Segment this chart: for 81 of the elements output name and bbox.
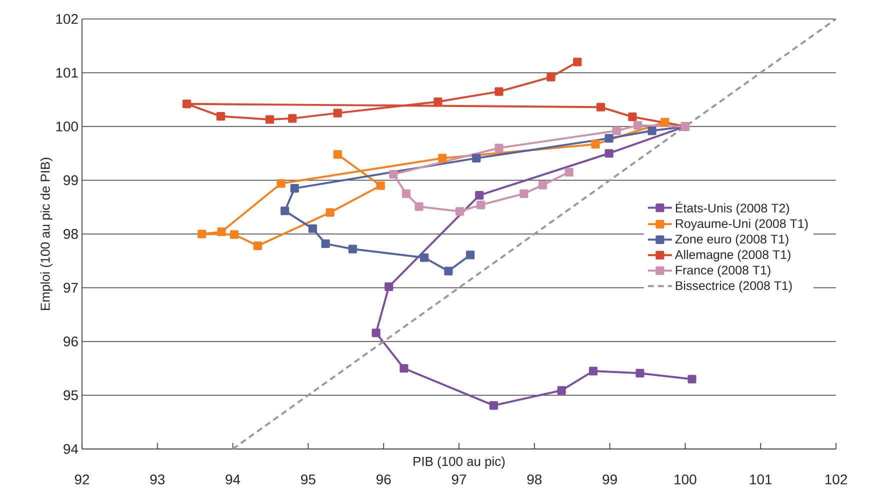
x-tick-label: 101 [750,474,772,484]
point [636,368,644,378]
point [588,366,598,376]
y-axis-title: Emploi (100 au pic de PIB) [40,158,52,310]
legend-label: Bissectrice (2008 T1) [676,280,792,293]
point [476,200,486,210]
x-tick-label: 93 [150,474,165,484]
point [660,118,670,126]
point [688,374,696,384]
point [489,401,498,410]
point [475,190,484,200]
point [400,364,408,373]
point [466,250,475,260]
point [538,180,548,190]
point [494,144,504,152]
point [414,202,424,211]
point [276,179,286,188]
point [455,207,464,216]
point [604,134,614,143]
point [280,206,290,216]
x-tick-label: 100 [674,474,696,484]
point [648,126,656,136]
y-tick-label: 98 [64,229,78,239]
x-tick-label: 99 [602,474,617,484]
point [402,189,411,198]
x-tick-label: 96 [376,474,391,484]
y-tick-label: 101 [56,68,78,78]
point [438,154,447,162]
point [216,112,226,121]
point [557,386,566,395]
point [628,112,637,122]
point [612,126,621,136]
point [182,100,192,108]
x-axis-title: PIB (100 au pic) [414,456,505,469]
y-tick-label: 102 [56,14,78,24]
y-tick-label: 94 [64,444,78,454]
point [372,328,380,338]
legend-label: Royaume-Uni (2008 T1) [676,218,808,231]
point [591,140,600,149]
point [326,208,334,217]
y-tick-label: 100 [56,122,78,132]
y-tick-label: 99 [64,175,78,186]
x-tick-label: 98 [527,474,542,484]
point [217,228,226,236]
point [348,244,357,254]
point [230,230,239,239]
x-tick-label: 95 [301,474,316,484]
point [265,115,274,124]
y-tick-label: 97 [64,282,78,293]
point [308,224,318,233]
x-tick-label: 92 [74,474,90,484]
point [564,168,574,176]
point [253,242,262,250]
x-tick-label: 94 [226,474,240,484]
point [633,121,642,130]
point [333,108,342,118]
point [321,239,330,248]
x-tick-label: 97 [452,474,466,484]
point [389,170,398,179]
point [472,154,481,162]
legend-label: Allemagne (2008 T1) [674,250,790,262]
legend-label: États-Unis (2008 T2) [676,202,790,215]
legend-label: Zone euro (2008 T1) [675,234,788,246]
point [546,72,556,82]
y-tick-label: 95 [64,390,78,400]
point [420,253,429,262]
point [444,266,453,276]
point [288,114,297,123]
point [494,87,504,96]
legend-label: France (2008 T1) [676,265,770,278]
point [198,230,206,238]
x-tick-label: 102 [825,474,847,484]
point [573,58,582,66]
point [596,102,606,112]
point [520,189,528,198]
point [604,149,614,158]
point [384,282,394,291]
point [290,184,299,193]
point [376,181,385,190]
point [333,150,342,159]
y-tick-label: 96 [64,336,78,346]
